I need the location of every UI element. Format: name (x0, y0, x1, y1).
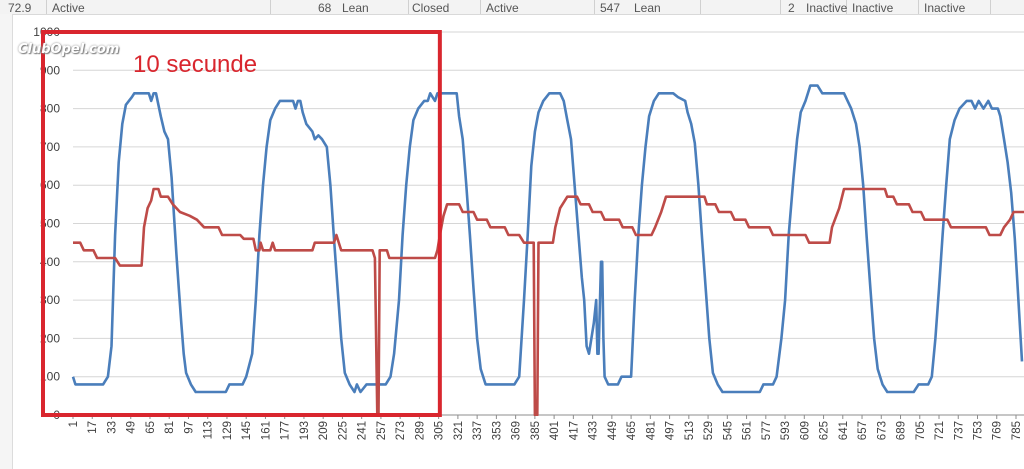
x-tick-label: 1 (68, 421, 80, 427)
annotation-box (41, 30, 442, 417)
sheet-cell-text: Inactive (806, 1, 848, 15)
column-divider (700, 0, 701, 14)
x-tick-label: 657 (857, 421, 869, 440)
x-tick-label: 161 (260, 421, 272, 440)
sheet-cell-text: Active (486, 1, 519, 15)
gridlines (73, 31, 1024, 416)
x-tick-label: 673 (876, 421, 888, 440)
x-tick-label: 129 (222, 421, 234, 440)
x-tick-label: 97 (183, 421, 195, 434)
x-tick-label: 145 (241, 421, 253, 440)
x-tick-label: 769 (992, 421, 1004, 440)
sheet-cell-text: 68 (318, 1, 332, 15)
series-line-blue (71, 84, 1024, 394)
x-tick-label: 81 (164, 421, 176, 434)
column-divider (270, 0, 271, 14)
x-tick-label: 721 (934, 421, 946, 440)
column-divider (480, 0, 481, 14)
x-tick-label: 593 (780, 421, 792, 440)
sheet-cell-text: Lean (342, 1, 369, 15)
sheet-cell-text: Closed (412, 1, 450, 15)
x-tick-label: 49 (126, 421, 138, 434)
x-tick-label: 625 (819, 421, 831, 440)
x-tick-label: 65 (145, 421, 157, 434)
sheet-cell-text: Inactive (924, 1, 966, 15)
x-tick-label: 433 (588, 421, 600, 440)
sheet-cell-text: 2 (788, 1, 795, 15)
x-tick-label: 17 (87, 421, 99, 434)
column-divider (780, 0, 781, 14)
x-tick-label: 641 (838, 421, 850, 440)
row-header-gutter (0, 14, 13, 469)
column-divider (408, 0, 409, 14)
x-tick-label: 33 (106, 421, 118, 434)
annotation-layer: 10 secunde (41, 30, 442, 417)
x-tick-label: 289 (414, 421, 426, 440)
y-tick-label: 300 (40, 293, 60, 307)
x-tick-label: 337 (472, 421, 484, 440)
column-divider (594, 0, 595, 14)
x-tick-label: 257 (376, 421, 388, 440)
x-tick-label: 785 (1011, 421, 1023, 440)
y-tick-label: 900 (40, 63, 60, 77)
x-tick-label: 193 (299, 421, 311, 440)
watermark-logo: ClubOpel.com (18, 42, 120, 57)
x-tick-label: 241 (357, 421, 369, 440)
x-tick-label: 737 (953, 421, 965, 440)
x-tick-label: 305 (434, 421, 446, 440)
x-tick-label: 513 (684, 421, 696, 440)
x-tick-label: 497 (665, 421, 677, 440)
column-divider (918, 0, 919, 14)
x-tick-label: 385 (530, 421, 542, 440)
series-line-red (73, 187, 1024, 416)
y-tick-label: 100 (40, 370, 60, 384)
annotation-label: 10 secunde (133, 51, 257, 78)
sheet-cell-text: Inactive (852, 1, 894, 15)
y-tick-label: 200 (40, 331, 60, 345)
column-divider (846, 0, 847, 14)
sheet-cell-text: 72.9 (8, 1, 32, 15)
x-tick-label: 177 (280, 421, 292, 440)
sheet-cell-text: 547 (600, 1, 621, 15)
sheet-cell-text: Lean (634, 1, 661, 15)
x-tick-label: 113 (203, 421, 215, 439)
x-tick-label: 705 (915, 421, 927, 440)
x-tick-label: 369 (511, 421, 523, 440)
x-tick-label: 481 (645, 421, 657, 440)
x-tick-label: 449 (607, 421, 619, 440)
y-tick-label: 600 (40, 178, 60, 192)
x-tick-label: 609 (799, 421, 811, 440)
y-tick-label: 800 (40, 102, 60, 116)
y-tick-label: 400 (40, 255, 60, 269)
x-axis-tick-labels: 1 17 33 49 65 81 97 113 129 145 161 177 193 209 225 241… (68, 415, 1023, 440)
x-tick-label: 577 (761, 421, 773, 440)
x-tick-label: 209 (318, 421, 330, 440)
spreadsheet-header-row: 72.9 Active 68 Lean Closed Active 547 Lean 2 Inac… (0, 0, 1024, 15)
chart-series (71, 84, 1024, 416)
x-tick-label: 321 (453, 421, 465, 440)
x-tick-label: 225 (337, 421, 349, 440)
x-tick-label: 545 (722, 421, 734, 440)
sheet-cell-text: Active (52, 1, 85, 15)
x-tick-label: 561 (742, 421, 754, 440)
x-tick-label: 353 (491, 421, 503, 440)
x-tick-label: 417 (568, 421, 580, 440)
x-tick-label: 689 (896, 421, 908, 440)
column-divider (990, 0, 991, 14)
y-tick-label: 500 (40, 217, 60, 231)
column-divider (46, 0, 47, 14)
x-tick-label: 529 (703, 421, 715, 440)
x-tick-label: 401 (549, 421, 561, 440)
y-tick-label: 700 (40, 140, 60, 154)
x-tick-label: 465 (626, 421, 638, 440)
x-tick-label: 273 (395, 421, 407, 440)
x-tick-label: 753 (972, 421, 984, 440)
